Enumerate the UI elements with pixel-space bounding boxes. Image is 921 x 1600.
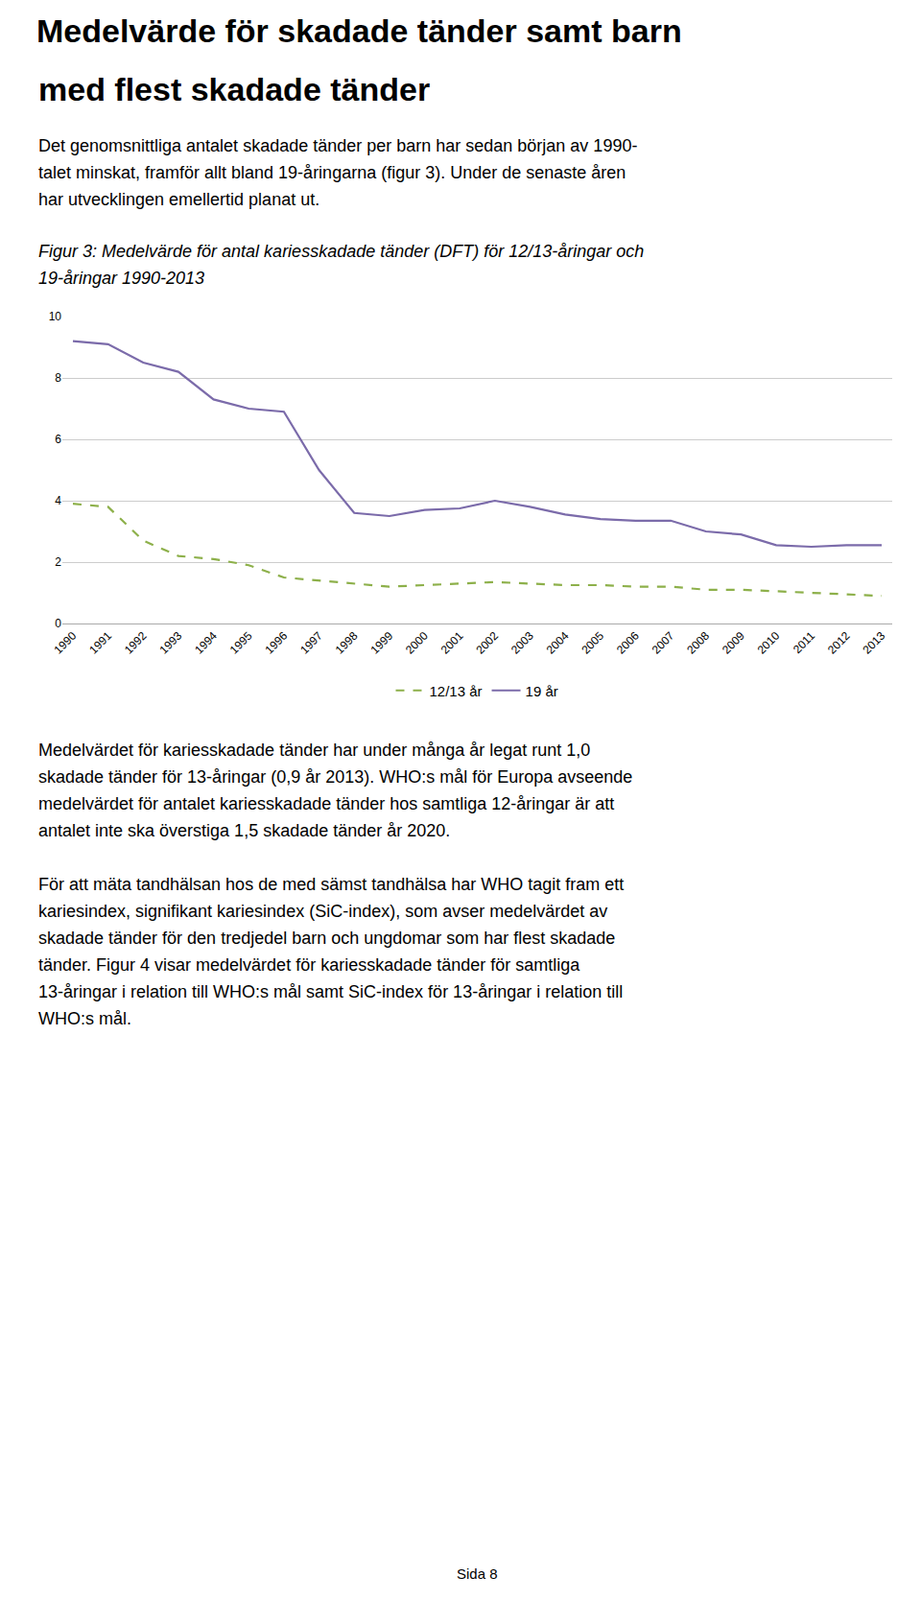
svg-text:19 år: 19 år <box>525 683 559 700</box>
svg-text:med flest skadade tänder: med flest skadade tänder <box>38 70 430 108</box>
svg-text:6: 6 <box>54 432 62 447</box>
svg-text:2006: 2006 <box>614 629 642 658</box>
svg-text:2012: 2012 <box>825 629 853 658</box>
svg-text:Sida 8: Sida 8 <box>456 1565 498 1583</box>
svg-text:1999: 1999 <box>367 629 396 658</box>
svg-text:2010: 2010 <box>755 629 783 658</box>
svg-text:1992: 1992 <box>121 629 150 658</box>
svg-text:2007: 2007 <box>649 629 678 658</box>
svg-text:19-åringar 1990-2013: 19-åringar 1990-2013 <box>38 268 205 288</box>
svg-text:1998: 1998 <box>332 629 361 658</box>
svg-text:0: 0 <box>54 616 62 631</box>
svg-text:tänder. Figur 4 visar medelvär: tänder. Figur 4 visar medelvärdet för ka… <box>38 955 581 975</box>
svg-text:talet minskat, framför allt bl: talet minskat, framför allt bland 19-åri… <box>38 163 626 183</box>
svg-text:Figur 3: Medelvärde för antal: Figur 3: Medelvärde för antal kariesskad… <box>38 241 644 261</box>
svg-text:1991: 1991 <box>86 629 115 658</box>
svg-text:2002: 2002 <box>472 629 501 658</box>
svg-text:2009: 2009 <box>719 629 748 658</box>
svg-text:4: 4 <box>54 494 62 508</box>
svg-text:12/13 år: 12/13 år <box>429 683 483 700</box>
svg-text:2005: 2005 <box>578 629 607 658</box>
svg-text:1990: 1990 <box>51 629 80 658</box>
svg-text:2: 2 <box>54 555 62 569</box>
svg-text:Medelvärde för skadade tänder: Medelvärde för skadade tänder samt barn <box>36 12 683 49</box>
svg-text:skadade tänder för den tredjed: skadade tänder för den tredjedel barn oc… <box>38 928 615 948</box>
svg-text:För att mäta tandhälsan hos de: För att mäta tandhälsan hos de med sämst… <box>38 874 624 895</box>
svg-text:skadade tänder för 13-åringar: skadade tänder för 13-åringar (0,9 år 20… <box>38 767 633 787</box>
svg-text:1997: 1997 <box>297 629 326 658</box>
svg-text:2003: 2003 <box>508 629 537 658</box>
svg-text:antalet inte ska överstiga 1,5: antalet inte ska överstiga 1,5 skadade t… <box>38 821 450 841</box>
svg-text:WHO:s mål.: WHO:s mål. <box>38 1009 132 1029</box>
svg-text:10: 10 <box>48 309 63 324</box>
svg-text:2000: 2000 <box>402 629 431 658</box>
svg-text:Det genomsnittliga antalet ska: Det genomsnittliga antalet skadade tände… <box>38 136 638 156</box>
svg-text:medelvärdet för antalet karies: medelvärdet för antalet kariesskadade tä… <box>38 794 614 814</box>
svg-text:2011: 2011 <box>790 629 818 657</box>
svg-text:1996: 1996 <box>261 629 290 658</box>
svg-text:1993: 1993 <box>157 629 186 658</box>
svg-text:8: 8 <box>54 371 62 385</box>
svg-text:2004: 2004 <box>543 629 572 658</box>
svg-text:1994: 1994 <box>191 629 220 658</box>
svg-text:2008: 2008 <box>684 629 712 658</box>
svg-text:1995: 1995 <box>227 629 256 658</box>
svg-text:2001: 2001 <box>438 629 467 658</box>
svg-text:kariesindex, signifikant karie: kariesindex, signifikant kariesindex (Si… <box>38 901 608 921</box>
svg-text:2013: 2013 <box>860 629 889 658</box>
svg-text:har utvecklingen emellertid pl: har utvecklingen emellertid planat ut. <box>38 189 320 210</box>
svg-text:13-åringar i relation till WHO: 13-åringar i relation till WHO:s mål sam… <box>38 982 623 1002</box>
svg-text:Medelvärdet för kariesskadade: Medelvärdet för kariesskadade tänder har… <box>38 740 591 760</box>
